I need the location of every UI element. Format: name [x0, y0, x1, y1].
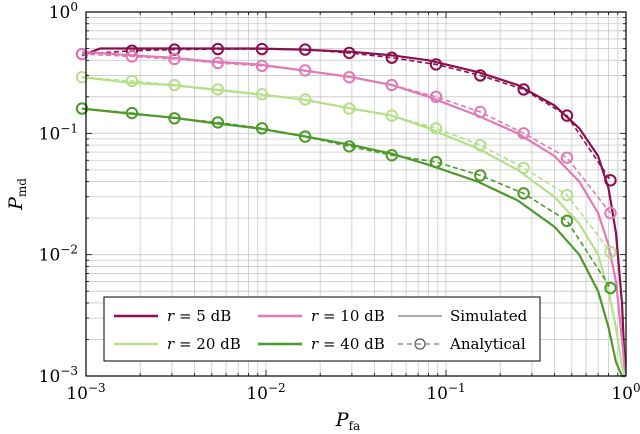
series-analytical-marker	[474, 69, 487, 82]
series-analytical-marker	[385, 78, 399, 92]
y-tick-label: 10−2	[39, 243, 78, 266]
series-analytical-marker	[298, 93, 312, 106]
series-analytical-marker	[343, 71, 356, 84]
series-analytical-marker	[474, 169, 487, 182]
series-analytical-marker	[255, 122, 269, 135]
series-analytical-marker	[429, 90, 443, 104]
series-analytical-marker	[211, 56, 225, 70]
legend: r = 5 dB r = 10 dB Simulated r = 20 dB r…	[103, 296, 541, 362]
series-analytical-marker	[75, 102, 89, 115]
tick-labels: 10−3 10−2 10−1 100 10−3 10−2 10−1 100	[39, 0, 640, 404]
series-analytical-marker	[474, 138, 487, 152]
series-analytical-marker	[255, 88, 269, 101]
series-analytical-marker	[298, 64, 312, 77]
series-analytical-marker	[298, 43, 312, 56]
legend-label-simulated: Simulated	[450, 307, 528, 325]
series-analytical-marker	[298, 130, 312, 143]
series-analytical-marker	[168, 112, 181, 125]
series-analytical-marker	[125, 106, 139, 120]
series-analytical-marker	[429, 122, 443, 135]
legend-label-r40: r = 40 dB	[311, 335, 385, 353]
series-analytical-line	[81, 76, 612, 253]
y-tick-label: 100	[49, 0, 78, 23]
series-analytical-marker	[560, 188, 574, 202]
series-analytical-marker	[75, 71, 89, 84]
series-analytical-marker	[211, 116, 225, 129]
series-analytical-marker	[517, 127, 530, 140]
series-analytical-marker	[604, 206, 617, 220]
series-analytical-marker	[560, 109, 574, 122]
series-analytical-marker	[343, 46, 356, 60]
series-analytical-line	[81, 48, 612, 181]
series-analytical-marker	[385, 51, 399, 64]
series-analytical-marker	[168, 43, 181, 56]
series-analytical-marker	[343, 102, 356, 115]
series-simulated-line	[81, 47, 627, 377]
series-analytical-marker	[385, 109, 399, 122]
series-analytical-marker	[604, 174, 617, 187]
series-analytical-marker	[517, 187, 530, 200]
y-tick-label: 10−1	[39, 121, 78, 144]
series-analytical-marker	[125, 50, 139, 63]
series-layer	[75, 42, 627, 378]
legend-label-analytical: Analytical	[449, 335, 526, 353]
x-axis-label: Pfa	[335, 409, 360, 433]
series-analytical-marker	[429, 155, 443, 169]
legend-label-r10: r = 10 dB	[311, 307, 385, 325]
y-axis-label-sub: md	[15, 178, 29, 197]
series-analytical-line	[81, 107, 612, 289]
legend-marker-analytical	[414, 338, 426, 350]
legend-label-r5: r = 5 dB	[167, 307, 231, 325]
x-axis-label-sub: fa	[349, 419, 361, 433]
series-analytical-marker	[560, 214, 574, 228]
series-analytical-marker	[560, 151, 574, 164]
series-analytical-marker	[255, 59, 269, 73]
x-tick-label: 10−1	[426, 381, 465, 404]
legend-box	[103, 296, 541, 362]
series-analytical-marker	[604, 245, 617, 259]
series-analytical-marker	[211, 83, 225, 96]
series-analytical-marker	[255, 42, 269, 56]
series-analytical-marker	[385, 149, 399, 162]
series-analytical-marker	[604, 281, 617, 295]
series-analytical-marker	[343, 140, 356, 153]
legend-label-r20: r = 20 dB	[167, 335, 241, 353]
y-axis-label: Pmd	[5, 178, 29, 211]
x-tick-label: 10−2	[246, 381, 285, 404]
series-analytical-marker	[168, 52, 181, 66]
series-analytical-marker	[517, 161, 530, 174]
series-analytical-marker	[75, 47, 89, 61]
x-tick-label: 100	[611, 381, 640, 404]
ticks	[85, 12, 626, 377]
series-analytical-marker	[429, 58, 443, 71]
plot-frame	[85, 11, 627, 377]
series-analytical-line	[81, 53, 612, 214]
x-tick-label: 10−3	[66, 381, 105, 404]
series-analytical-marker	[517, 83, 530, 96]
series-analytical-marker	[474, 105, 487, 119]
series-analytical-marker	[168, 78, 181, 92]
series-analytical-marker	[125, 74, 139, 88]
y-tick-label: 10−3	[39, 364, 78, 387]
series-analytical-marker	[211, 42, 225, 56]
